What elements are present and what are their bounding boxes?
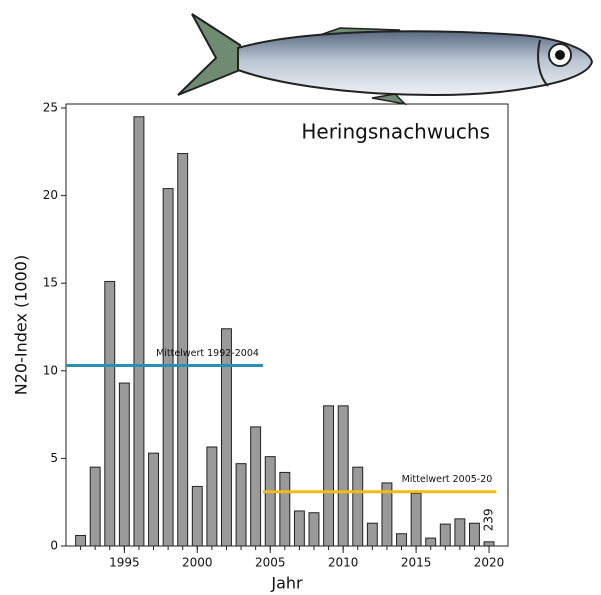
- y-tick-label: 20: [43, 188, 58, 202]
- bar: [206, 446, 218, 547]
- bar: [410, 492, 422, 547]
- bar: [133, 116, 145, 547]
- mean-line-label: Mittelwert 1992-2004: [156, 348, 259, 359]
- bar: [483, 541, 495, 547]
- mean-line-label: Mittelwert 2005-20: [402, 474, 493, 485]
- bar: [454, 518, 466, 547]
- y-tick-label: 25: [43, 101, 58, 115]
- bar: [148, 452, 159, 547]
- x-tick-label: 2000: [182, 556, 213, 570]
- bar: [162, 188, 174, 547]
- bar: [337, 405, 349, 547]
- bar: [104, 280, 116, 547]
- bar: [221, 328, 232, 547]
- bar: [468, 522, 480, 547]
- y-tick-label: 15: [43, 276, 58, 290]
- y-axis-label: N20-Index (1000): [12, 255, 31, 395]
- bar: [118, 382, 130, 547]
- x-axis-label: Jahr: [270, 574, 303, 593]
- bar: [250, 426, 262, 547]
- x-tick-label: 2005: [255, 556, 286, 570]
- bar: [381, 482, 393, 547]
- x-tick-label: 2010: [328, 556, 359, 570]
- value-label: 239: [482, 508, 496, 531]
- bar: [235, 463, 247, 547]
- bar: [191, 485, 203, 547]
- bar: [425, 537, 437, 547]
- bar: [75, 534, 87, 547]
- y-tick-label: 5: [50, 451, 58, 465]
- bar: [177, 153, 189, 547]
- bar: [308, 512, 320, 547]
- y-tick-label: 10: [43, 363, 58, 377]
- bar: [279, 471, 291, 547]
- bar: [396, 533, 407, 547]
- bar: [439, 523, 451, 547]
- fish-illustration: [177, 13, 594, 106]
- bar: [89, 466, 101, 547]
- bar: [264, 456, 276, 547]
- x-tick-label: 2020: [474, 556, 505, 570]
- chart-title: Heringsnachwuchs: [301, 120, 490, 144]
- bar: [366, 522, 378, 547]
- bar: [352, 466, 364, 547]
- x-tick-label: 2015: [401, 556, 432, 570]
- bar: [323, 405, 335, 547]
- x-tick-label: 1995: [109, 556, 140, 570]
- y-tick-label: 0: [50, 539, 58, 553]
- bar: [293, 510, 305, 547]
